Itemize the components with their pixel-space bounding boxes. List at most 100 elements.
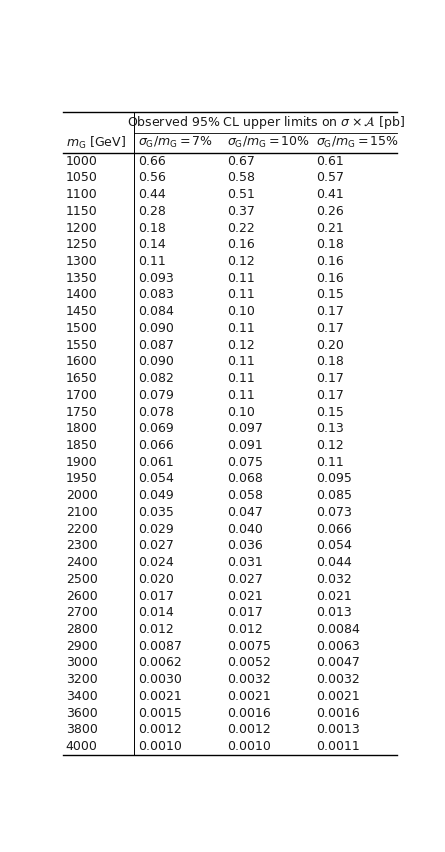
Text: 0.079: 0.079 (138, 389, 174, 402)
Text: 3200: 3200 (66, 673, 97, 686)
Text: 0.0021: 0.0021 (316, 690, 360, 703)
Text: 0.12: 0.12 (227, 255, 255, 268)
Text: 1100: 1100 (66, 188, 97, 201)
Text: 0.37: 0.37 (227, 204, 255, 218)
Text: 0.67: 0.67 (227, 154, 255, 168)
Text: 0.12: 0.12 (227, 338, 255, 352)
Text: 0.0084: 0.0084 (316, 623, 360, 636)
Text: 0.61: 0.61 (316, 154, 344, 168)
Text: 0.18: 0.18 (316, 355, 344, 368)
Text: $m_{\mathrm{G}}$ [GeV]: $m_{\mathrm{G}}$ [GeV] (66, 135, 126, 151)
Text: 0.17: 0.17 (316, 389, 344, 402)
Text: 0.0016: 0.0016 (227, 706, 271, 720)
Text: 2100: 2100 (66, 506, 97, 519)
Text: 0.11: 0.11 (316, 456, 344, 469)
Text: 0.20: 0.20 (316, 338, 344, 352)
Text: 0.012: 0.012 (138, 623, 174, 636)
Text: 2300: 2300 (66, 539, 97, 552)
Text: 0.090: 0.090 (138, 355, 174, 368)
Text: 0.51: 0.51 (227, 188, 255, 201)
Text: 0.082: 0.082 (138, 372, 174, 385)
Text: 2600: 2600 (66, 590, 97, 602)
Text: 0.017: 0.017 (227, 607, 263, 619)
Text: 2400: 2400 (66, 556, 97, 569)
Text: 0.0012: 0.0012 (138, 723, 182, 736)
Text: 0.029: 0.029 (138, 522, 174, 536)
Text: 1000: 1000 (66, 154, 98, 168)
Text: 0.097: 0.097 (227, 423, 263, 435)
Text: 0.0012: 0.0012 (227, 723, 271, 736)
Text: 0.26: 0.26 (316, 204, 344, 218)
Text: 0.013: 0.013 (316, 607, 352, 619)
Text: 0.14: 0.14 (138, 239, 166, 251)
Text: 3600: 3600 (66, 706, 97, 720)
Text: 0.044: 0.044 (316, 556, 352, 569)
Text: 0.17: 0.17 (316, 322, 344, 335)
Text: 0.058: 0.058 (227, 489, 263, 502)
Text: 0.021: 0.021 (227, 590, 263, 602)
Text: 0.13: 0.13 (316, 423, 344, 435)
Text: 1350: 1350 (66, 272, 97, 285)
Text: 0.0021: 0.0021 (138, 690, 182, 703)
Text: 1550: 1550 (66, 338, 98, 352)
Text: 0.078: 0.078 (138, 406, 174, 418)
Text: 0.066: 0.066 (316, 522, 352, 536)
Text: 2200: 2200 (66, 522, 97, 536)
Text: 0.66: 0.66 (138, 154, 166, 168)
Text: 0.11: 0.11 (227, 389, 255, 402)
Text: 1600: 1600 (66, 355, 97, 368)
Text: 0.0011: 0.0011 (316, 740, 360, 753)
Text: 1750: 1750 (66, 406, 98, 418)
Text: 1300: 1300 (66, 255, 97, 268)
Text: 0.024: 0.024 (138, 556, 174, 569)
Text: 0.085: 0.085 (316, 489, 352, 502)
Text: 1150: 1150 (66, 204, 97, 218)
Text: 0.0052: 0.0052 (227, 657, 271, 670)
Text: 0.16: 0.16 (316, 272, 344, 285)
Text: 2800: 2800 (66, 623, 98, 636)
Text: 0.16: 0.16 (227, 239, 255, 251)
Text: 0.0087: 0.0087 (138, 640, 182, 653)
Text: Observed 95% CL upper limits on $\sigma \times \mathcal{A}$ [pb]: Observed 95% CL upper limits on $\sigma … (127, 114, 405, 131)
Text: 1800: 1800 (66, 423, 98, 435)
Text: 0.17: 0.17 (316, 305, 344, 318)
Text: 0.054: 0.054 (138, 473, 174, 486)
Text: 0.0010: 0.0010 (227, 740, 271, 753)
Text: 0.083: 0.083 (138, 289, 174, 302)
Text: 0.0063: 0.0063 (316, 640, 360, 653)
Text: $\sigma_{\mathrm{G}}/m_{\mathrm{G}} = 7\%$: $\sigma_{\mathrm{G}}/m_{\mathrm{G}} = 7\… (138, 135, 214, 151)
Text: 0.091: 0.091 (227, 439, 263, 452)
Text: 3400: 3400 (66, 690, 97, 703)
Text: 2500: 2500 (66, 573, 98, 586)
Text: $\sigma_{\mathrm{G}}/m_{\mathrm{G}} = 15\%$: $\sigma_{\mathrm{G}}/m_{\mathrm{G}} = 15… (316, 135, 399, 151)
Text: 0.18: 0.18 (316, 239, 344, 251)
Text: 0.036: 0.036 (227, 539, 263, 552)
Text: 1050: 1050 (66, 171, 98, 184)
Text: 1400: 1400 (66, 289, 97, 302)
Text: 0.031: 0.031 (227, 556, 263, 569)
Text: 2900: 2900 (66, 640, 97, 653)
Text: 0.035: 0.035 (138, 506, 174, 519)
Text: 0.11: 0.11 (138, 255, 166, 268)
Text: 0.0062: 0.0062 (138, 657, 182, 670)
Text: 1200: 1200 (66, 222, 97, 234)
Text: 0.068: 0.068 (227, 473, 263, 486)
Text: 0.12: 0.12 (316, 439, 344, 452)
Text: 0.0047: 0.0047 (316, 657, 360, 670)
Text: 0.093: 0.093 (138, 272, 174, 285)
Text: 0.047: 0.047 (227, 506, 263, 519)
Text: 0.075: 0.075 (227, 456, 263, 469)
Text: 0.0010: 0.0010 (138, 740, 182, 753)
Text: 0.58: 0.58 (227, 171, 255, 184)
Text: 3800: 3800 (66, 723, 98, 736)
Text: 0.10: 0.10 (227, 406, 255, 418)
Text: 0.087: 0.087 (138, 338, 174, 352)
Text: 0.28: 0.28 (138, 204, 166, 218)
Text: 0.0032: 0.0032 (316, 673, 360, 686)
Text: 2000: 2000 (66, 489, 98, 502)
Text: 0.027: 0.027 (227, 573, 263, 586)
Text: 0.095: 0.095 (316, 473, 352, 486)
Text: 0.040: 0.040 (227, 522, 263, 536)
Text: 0.084: 0.084 (138, 305, 174, 318)
Text: 0.11: 0.11 (227, 289, 255, 302)
